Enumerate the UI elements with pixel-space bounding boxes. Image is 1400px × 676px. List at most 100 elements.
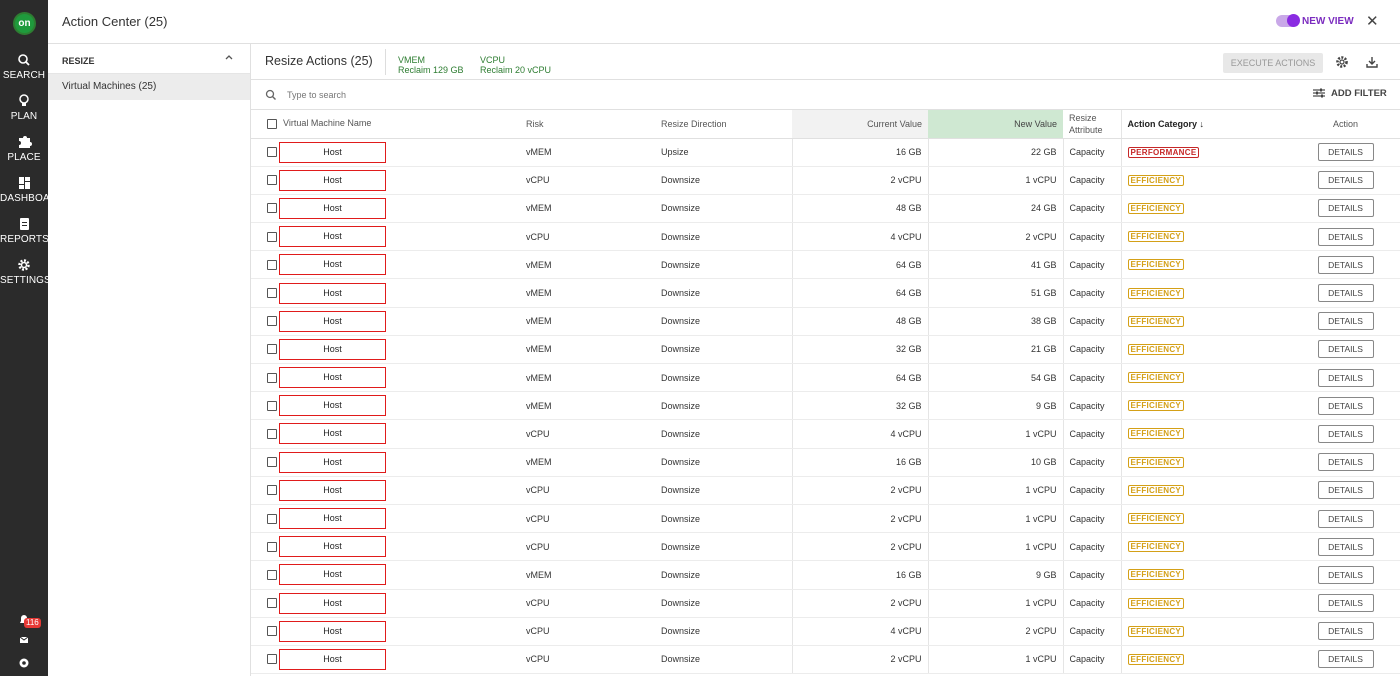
gear-icon[interactable] (1335, 55, 1349, 69)
vm-name[interactable]: Host (279, 310, 386, 332)
details-button[interactable]: DETAILS (1317, 312, 1374, 331)
details-button[interactable]: DETAILS (1317, 565, 1374, 584)
table-row[interactable]: Host vCPU Downsize 2 vCPU 1 vCPU Capacity EFFI… (251, 589, 1400, 618)
table-row[interactable]: Host vMEM Downsize 64 GB 51 GB Capacity EFFICI… (251, 278, 1400, 308)
header-category[interactable]: Action Category ↓ (1120, 110, 1291, 139)
nav-item-place[interactable]: PLACE (0, 134, 48, 163)
row-checkbox[interactable] (267, 626, 277, 637)
nav-item-search[interactable]: SEARCH (0, 52, 48, 81)
sidebar-item-virtual-machines[interactable]: Virtual Machines (25) (48, 74, 250, 100)
details-button[interactable]: DETAILS (1317, 396, 1374, 415)
close-icon[interactable]: ✕ (1366, 13, 1379, 30)
row-checkbox[interactable] (267, 259, 277, 270)
details-button[interactable]: DETAILS (1317, 171, 1374, 190)
vm-name[interactable]: Host (279, 423, 386, 445)
table-row[interactable]: Host vCPU Downsize 2 vCPU 1 vCPU Capacity EFFI… (251, 532, 1400, 562)
table-row[interactable]: Host vMEM Downsize 16 GB 9 GB Capacity EFFICIE… (251, 560, 1400, 590)
row-checkbox[interactable] (267, 147, 277, 158)
row-checkbox[interactable] (267, 569, 277, 580)
header-risk[interactable]: Risk (520, 110, 655, 139)
details-button[interactable]: DETAILS (1317, 368, 1374, 387)
search-input[interactable] (287, 88, 587, 102)
vm-name[interactable]: Host (279, 451, 386, 473)
vm-name[interactable]: Host (279, 226, 386, 248)
download-icon[interactable] (1365, 55, 1379, 69)
execute-actions-button[interactable]: EXECUTE ACTIONS (1223, 53, 1323, 73)
add-filter-button[interactable]: ADD FILTER (1313, 88, 1387, 99)
new-view-label[interactable]: NEW VIEW (1302, 16, 1354, 27)
table-row[interactable]: Host vCPU Downsize 4 vCPU 2 vCPU Capacity EFFI… (251, 222, 1400, 252)
row-checkbox[interactable] (267, 400, 277, 411)
vm-name[interactable]: Host (279, 536, 386, 558)
details-button[interactable]: DETAILS (1317, 340, 1374, 359)
row-checkbox[interactable] (267, 485, 277, 496)
nav-item-settings[interactable]: SETTINGS (0, 257, 51, 286)
mail-icon[interactable] (18, 634, 30, 646)
table-row[interactable]: Host vMEM Downsize 48 GB 24 GB Capacity EFFICI… (251, 194, 1400, 224)
vm-name[interactable]: Host (279, 254, 386, 276)
row-checkbox[interactable] (267, 428, 277, 439)
row-checkbox[interactable] (267, 654, 277, 665)
header-name[interactable]: Virtual Machine Name (251, 110, 520, 139)
table-row[interactable]: Host vCPU Downsize 4 vCPU 2 vCPU Capacity EFFI… (251, 617, 1400, 646)
section-resize[interactable]: RESIZE (48, 44, 250, 74)
vm-name[interactable]: Host (279, 141, 386, 163)
vm-name[interactable]: Host (279, 620, 386, 642)
details-button[interactable]: DETAILS (1317, 284, 1374, 303)
nav-item-dashboard[interactable]: DASHBOARD (0, 175, 64, 204)
row-checkbox[interactable] (267, 513, 277, 524)
header-new-value[interactable]: New Value (928, 110, 1063, 139)
details-button[interactable]: DETAILS (1317, 650, 1374, 669)
details-button[interactable]: DETAILS (1317, 255, 1374, 274)
details-button[interactable]: DETAILS (1317, 509, 1374, 528)
vm-name[interactable]: Host (279, 508, 386, 530)
logo[interactable]: on (13, 12, 36, 35)
table-row[interactable]: Host vCPU Downsize 2 vCPU 1 vCPU Capacity EFFI… (251, 645, 1400, 675)
row-checkbox[interactable] (267, 344, 277, 355)
table-row[interactable]: Host vCPU Downsize 2 vCPU 1 vCPU Capacity EFFI… (251, 476, 1400, 505)
row-checkbox[interactable] (267, 598, 277, 609)
account-icon[interactable] (18, 657, 30, 669)
nav-item-reports[interactable]: REPORTS (0, 216, 49, 245)
details-button[interactable]: DETAILS (1317, 199, 1374, 218)
vm-name[interactable]: Host (279, 197, 386, 219)
vm-name[interactable]: Host (279, 367, 386, 389)
vm-name[interactable]: Host (279, 395, 386, 417)
details-button[interactable]: DETAILS (1317, 424, 1374, 443)
details-button[interactable]: DETAILS (1317, 537, 1374, 556)
details-button[interactable]: DETAILS (1317, 227, 1374, 246)
new-view-toggle[interactable] (1276, 14, 1300, 27)
details-button[interactable]: DETAILS (1317, 453, 1374, 472)
table-row[interactable]: Host vMEM Downsize 32 GB 21 GB Capacity EFFICI… (251, 335, 1400, 365)
vm-name[interactable]: Host (279, 592, 386, 614)
table-row[interactable]: Host vMEM Downsize 32 GB 9 GB Capacity EFFICIE… (251, 391, 1400, 421)
row-checkbox[interactable] (267, 175, 277, 186)
table-row[interactable]: Host vMEM Downsize 48 GB 38 GB Capacity EFFICI… (251, 307, 1400, 336)
table-row[interactable]: Host vMEM Downsize 16 GB 10 GB Capacity EFFICI… (251, 448, 1400, 477)
row-checkbox[interactable] (267, 288, 277, 299)
details-button[interactable]: DETAILS (1317, 143, 1374, 162)
row-checkbox[interactable] (267, 316, 277, 327)
details-button[interactable]: DETAILS (1317, 622, 1374, 641)
chevron-up-icon[interactable] (224, 52, 234, 62)
vm-name[interactable]: Host (279, 648, 386, 670)
table-row[interactable]: Host vCPU Downsize 2 vCPU 1 vCPU Capacity EFFI… (251, 504, 1400, 534)
table-row[interactable]: Host vCPU Downsize 4 vCPU 1 vCPU Capacity EFFI… (251, 419, 1400, 449)
header-direction[interactable]: Resize Direction (655, 110, 792, 139)
header-current-value[interactable]: Current Value (792, 110, 928, 139)
row-checkbox[interactable] (267, 231, 277, 242)
table-row[interactable]: Host vCPU Downsize 2 vCPU 1 vCPU Capacity EFFI… (251, 166, 1400, 195)
vm-name[interactable]: Host (279, 479, 386, 501)
row-checkbox[interactable] (267, 541, 277, 552)
vm-name[interactable]: Host (279, 169, 386, 191)
row-checkbox[interactable] (267, 203, 277, 214)
details-button[interactable]: DETAILS (1317, 594, 1374, 613)
select-all-checkbox[interactable] (267, 119, 277, 130)
row-checkbox[interactable] (267, 457, 277, 468)
table-row[interactable]: Host vMEM Downsize 64 GB 54 GB Capacity EFFICI… (251, 363, 1400, 393)
row-checkbox[interactable] (267, 372, 277, 383)
vm-name[interactable]: Host (279, 282, 386, 304)
vm-name[interactable]: Host (279, 564, 386, 586)
vm-name[interactable]: Host (279, 338, 386, 360)
details-button[interactable]: DETAILS (1317, 481, 1374, 500)
